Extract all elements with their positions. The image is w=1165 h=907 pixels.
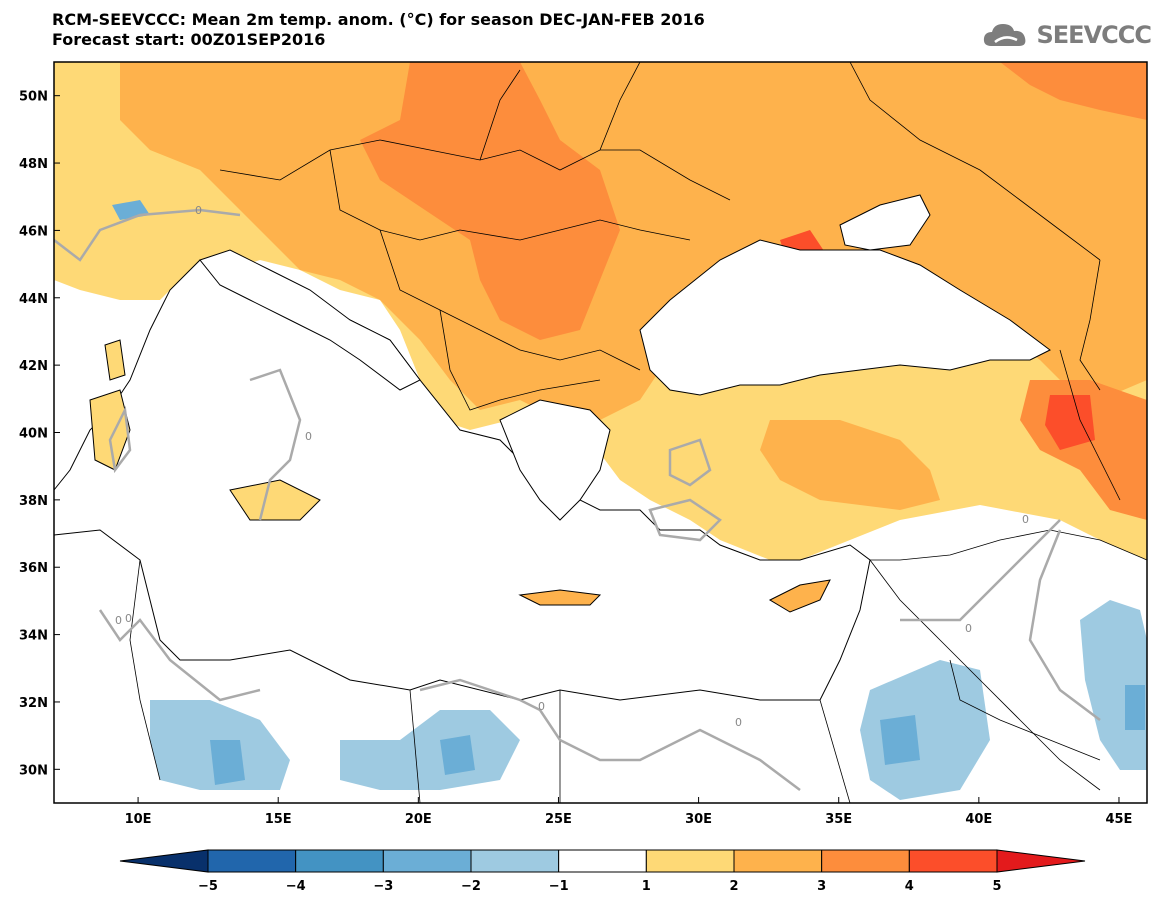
contour-label-4: 0: [125, 612, 132, 625]
colorbar-bin: [207, 849, 297, 873]
title-line-2: Forecast start: 00Z01SEP2016: [52, 30, 326, 49]
map-panel: 0 0 0 0 0 0 0 0: [54, 62, 1147, 803]
colorbar-tick-label: −2: [461, 879, 481, 894]
lon-tick-label: 30E: [685, 812, 712, 827]
lon-tick-label: 45E: [1105, 812, 1132, 827]
lat-tick-label: 34N: [19, 629, 48, 644]
sea-of-azov: [839, 194, 931, 251]
lon-tick-label: 35E: [825, 812, 852, 827]
lat-tick-label: 30N: [19, 763, 48, 778]
lat-tick-label: 32N: [19, 696, 48, 711]
colorbar-tick-label: 5: [992, 879, 1001, 894]
lon-tick-label: 25E: [545, 812, 572, 827]
colorbar-bin: [558, 849, 647, 873]
lat-tick-label: 48N: [19, 157, 48, 172]
aegean-sea: [499, 399, 611, 521]
mediterranean-sea: [54, 259, 871, 701]
colorbar-tick-label: 2: [729, 879, 738, 894]
colorbar-tick-label: 4: [905, 879, 914, 894]
lat-axis: 50N 48N 46N 44N 42N 40N 38N 36N 34N 32N 30N: [19, 90, 60, 778]
contour-label-1: 0: [195, 204, 202, 217]
contour-label-5: 0: [538, 700, 545, 713]
anomaly-region-neg-1-2-arabia: [860, 660, 990, 800]
cloud-icon: [983, 24, 1025, 46]
corsica: [104, 339, 126, 381]
colorbar-tick-label: 1: [642, 879, 651, 894]
lon-tick-label: 20E: [405, 812, 432, 827]
colorbar-tick-label: 3: [817, 879, 826, 894]
contour-label-7: 0: [965, 622, 972, 635]
sicily: [229, 479, 321, 521]
anomaly-region-turkey-2-3: [760, 420, 940, 510]
colorbar: −5 −4 −3 −2 −1 1 2 3 4 5: [119, 849, 1086, 894]
contour-label-2: 0: [305, 430, 312, 443]
zero-contours: [54, 208, 1101, 791]
colorbar-tick-label: −3: [373, 879, 393, 894]
contour-label-6: 0: [735, 716, 742, 729]
black-sea: [639, 239, 1051, 396]
title-line-1: RCM-SEEVCCC: Mean 2m temp. anom. (°C) fo…: [52, 10, 705, 29]
map-title: RCM-SEEVCCC: Mean 2m temp. anom. (°C) fo…: [52, 10, 705, 50]
lat-tick-label: 50N: [19, 90, 48, 105]
colorbar-tick-label: −1: [549, 879, 569, 894]
sardinia: [89, 389, 131, 471]
colorbar-extend-high: [996, 849, 1086, 873]
colorbar-bin: [470, 849, 560, 873]
colorbar-bin: [295, 849, 384, 873]
lat-tick-label: 40N: [19, 427, 48, 442]
colorbar-bin: [645, 849, 735, 873]
country-borders: [129, 62, 1147, 803]
logo-text: SEEVCCC: [1036, 21, 1152, 49]
lon-tick-label: 40E: [965, 812, 992, 827]
lat-tick-label: 36N: [19, 561, 48, 576]
contour-label-8: 0: [1022, 513, 1029, 526]
colorbar-tick-label: −5: [198, 879, 218, 894]
anomaly-region-3-4-east: [1000, 62, 1147, 120]
anomaly-region-neg-2-3: [210, 685, 1145, 785]
adriatic-sea: [199, 249, 421, 391]
lon-axis: 10E 15E 20E 25E 30E 35E 40E 45E: [125, 797, 1132, 827]
lat-tick-label: 38N: [19, 494, 48, 509]
lon-tick-label: 10E: [125, 812, 152, 827]
anomaly-region-3-4: [360, 62, 620, 340]
lon-tick-label: 15E: [265, 812, 292, 827]
colorbar-bin: [821, 849, 910, 873]
colorbar-tick-label: −4: [286, 879, 306, 894]
anomaly-region-4-5-east: [1045, 395, 1095, 450]
colorbar-extend-low: [119, 849, 209, 873]
colorbar-bin: [733, 849, 823, 873]
lat-tick-label: 44N: [19, 292, 48, 307]
crete: [518, 589, 602, 606]
lat-tick-label: 42N: [19, 359, 48, 374]
colorbar-bin: [908, 849, 998, 873]
seevccc-logo: SEEVCCC: [981, 20, 1152, 50]
contour-label-3: 0: [115, 614, 122, 627]
cyprus: [768, 579, 831, 613]
lat-tick-label: 46N: [19, 224, 48, 239]
colorbar-bin: [382, 849, 472, 873]
